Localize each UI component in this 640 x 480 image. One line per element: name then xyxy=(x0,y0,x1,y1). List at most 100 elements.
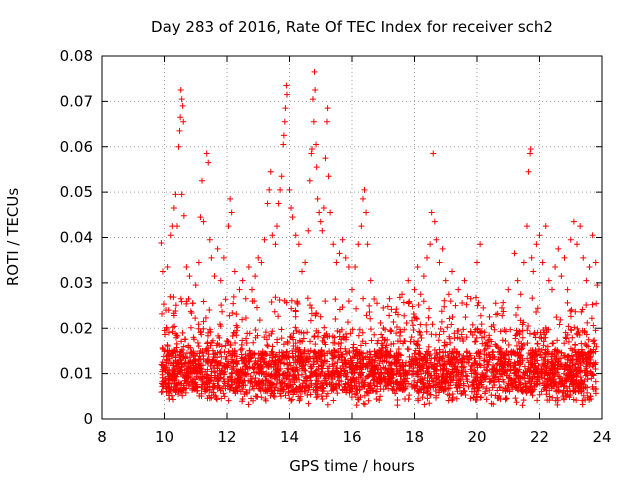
data-point xyxy=(281,297,288,304)
data-point xyxy=(238,382,245,389)
data-point xyxy=(239,277,246,284)
data-point xyxy=(313,354,320,361)
data-point xyxy=(159,268,166,275)
data-point xyxy=(583,277,590,284)
data-point xyxy=(280,141,287,148)
data-point xyxy=(521,363,528,370)
data-point xyxy=(442,374,449,381)
chart-title: Day 283 of 2016, Rate Of TEC Index for r… xyxy=(151,18,553,36)
data-point xyxy=(579,327,586,334)
data-point xyxy=(471,360,478,367)
data-point xyxy=(280,370,287,377)
data-point xyxy=(170,310,177,317)
data-point xyxy=(582,372,589,379)
data-point xyxy=(500,379,507,386)
data-point xyxy=(328,349,335,356)
data-point xyxy=(472,370,479,377)
data-point xyxy=(295,393,302,400)
data-point xyxy=(236,286,243,293)
data-point xyxy=(313,141,320,148)
data-point xyxy=(527,357,534,364)
data-point xyxy=(255,385,262,392)
data-point xyxy=(530,349,537,356)
data-point xyxy=(353,363,360,370)
y-tick-label: 0 xyxy=(83,410,93,428)
data-point xyxy=(189,386,196,393)
data-point xyxy=(331,360,338,367)
data-point xyxy=(227,195,234,202)
data-point xyxy=(575,383,582,390)
data-point xyxy=(308,380,315,387)
data-point xyxy=(217,359,224,366)
data-point xyxy=(216,341,223,348)
data-point xyxy=(423,321,430,328)
data-point xyxy=(478,321,485,328)
data-point xyxy=(307,338,314,345)
data-point xyxy=(207,376,214,383)
data-point xyxy=(568,374,575,381)
data-point xyxy=(275,200,282,207)
data-point xyxy=(571,361,578,368)
data-point xyxy=(185,344,192,351)
data-point xyxy=(229,366,236,373)
data-point xyxy=(264,343,271,350)
data-point xyxy=(345,263,352,270)
data-point xyxy=(313,387,320,394)
data-point xyxy=(355,374,362,381)
data-point xyxy=(450,361,457,368)
data-point xyxy=(247,380,254,387)
data-point xyxy=(233,311,240,318)
data-point xyxy=(534,329,541,336)
y-tick-label: 0.04 xyxy=(60,229,93,247)
data-point xyxy=(306,377,313,384)
data-point xyxy=(172,354,179,361)
data-point xyxy=(290,330,297,337)
data-point xyxy=(388,306,395,313)
data-point xyxy=(329,361,336,368)
data-point xyxy=(484,367,491,374)
data-point xyxy=(424,374,431,381)
data-point xyxy=(284,365,291,372)
data-point xyxy=(345,381,352,388)
data-point xyxy=(274,387,281,394)
data-point xyxy=(513,384,520,391)
data-point xyxy=(474,385,481,392)
data-point xyxy=(337,372,344,379)
data-point xyxy=(400,299,407,306)
data-point xyxy=(349,385,356,392)
data-point xyxy=(286,372,293,379)
data-point xyxy=(327,370,334,377)
data-point xyxy=(555,355,562,362)
data-point xyxy=(474,259,480,266)
x-tick-label: 10 xyxy=(155,428,174,446)
data-point xyxy=(332,316,339,323)
data-point xyxy=(273,368,280,375)
data-point xyxy=(274,376,281,383)
data-point xyxy=(392,309,399,316)
data-point xyxy=(249,383,256,390)
data-point xyxy=(336,250,343,257)
data-point xyxy=(292,313,299,320)
data-point xyxy=(341,356,348,363)
data-point xyxy=(464,293,471,300)
data-point xyxy=(516,346,523,353)
data-point xyxy=(451,346,458,353)
data-point xyxy=(261,334,268,341)
data-point xyxy=(567,313,574,320)
data-point xyxy=(222,296,229,303)
data-point xyxy=(404,345,411,352)
data-point xyxy=(268,298,275,305)
data-point xyxy=(365,372,372,379)
data-point xyxy=(284,338,291,345)
data-point xyxy=(563,371,570,378)
data-point xyxy=(213,374,220,381)
data-point xyxy=(210,389,217,396)
data-point xyxy=(420,383,427,390)
data-point xyxy=(394,397,401,404)
data-point xyxy=(169,362,176,369)
data-point xyxy=(185,295,192,302)
data-point xyxy=(539,259,546,266)
data-point xyxy=(464,373,471,380)
data-point xyxy=(220,254,227,261)
data-point xyxy=(198,368,205,375)
